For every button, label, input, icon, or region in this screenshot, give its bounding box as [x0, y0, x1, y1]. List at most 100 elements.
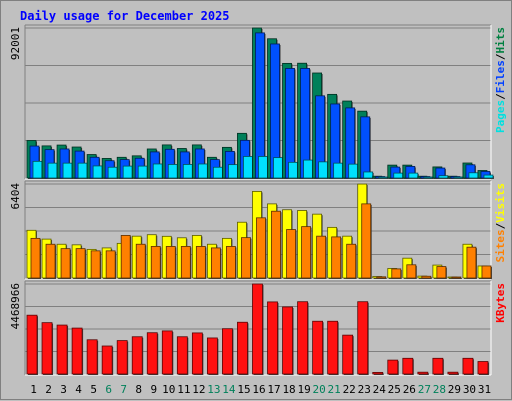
- bar-kbytes: [462, 357, 474, 375]
- bar-pages: [92, 165, 103, 179]
- x-tick-label: 28: [433, 383, 446, 396]
- bar-kbytes: [282, 306, 293, 375]
- bar-shadow-pages: [379, 178, 389, 179]
- bar-kbytes: [447, 371, 459, 375]
- bar-sites: [331, 236, 342, 279]
- bar-kbytes: [206, 337, 218, 375]
- x-tick-label: 20: [313, 383, 326, 396]
- bar-pages: [258, 156, 268, 179]
- bar-sites: [75, 248, 86, 279]
- bar-sites: [195, 246, 206, 279]
- bar-pages: [408, 172, 419, 179]
- bar-kbytes: [327, 320, 339, 375]
- bar-pages: [303, 159, 313, 179]
- bar-pages: [167, 164, 178, 179]
- bar-kbytes: [191, 332, 203, 375]
- bar-kbytes: [402, 357, 414, 375]
- bar-sites: [436, 266, 447, 279]
- bar-pages: [438, 175, 449, 179]
- bar-sites: [421, 275, 432, 279]
- legend-visits-sites: Sites/Visits: [494, 183, 507, 263]
- bar-kbytes: [432, 357, 444, 375]
- bar-sites: [241, 237, 251, 279]
- bar-kbytes: [477, 361, 489, 375]
- x-tick-label: 1: [30, 383, 37, 396]
- bar-files: [285, 68, 295, 179]
- bar-pages: [212, 166, 223, 179]
- bar-pages: [288, 161, 298, 179]
- bar-kbytes: [101, 345, 113, 375]
- bar-pages: [468, 172, 479, 179]
- bar-kbytes: [176, 336, 188, 375]
- y-max-label: 6404: [9, 183, 22, 210]
- bar-sites: [361, 203, 372, 279]
- bar-kbytes: [146, 332, 158, 375]
- x-tick-label: 5: [90, 383, 97, 396]
- bar-kbytes: [267, 301, 278, 375]
- bar-sites: [105, 250, 116, 279]
- bar-pages: [107, 166, 118, 179]
- bar-sites: [150, 246, 161, 279]
- bar-kbytes: [312, 320, 324, 375]
- bar-kbytes: [342, 334, 354, 375]
- legend-hits-files-pages: Pages/Files/Hits: [494, 27, 507, 133]
- bar-sites: [286, 229, 296, 279]
- x-tick-label: 29: [448, 383, 461, 396]
- x-tick-label: 22: [343, 383, 356, 396]
- bar-kbytes: [131, 336, 143, 375]
- bar-files: [360, 116, 371, 179]
- bar-sites: [316, 235, 327, 279]
- bar-sites: [346, 243, 357, 279]
- bar-pages: [62, 162, 73, 179]
- bar-pages: [363, 171, 374, 179]
- x-tick-label: 27: [418, 383, 431, 396]
- bar-kbytes: [417, 371, 429, 375]
- bar-kbytes: [56, 324, 68, 375]
- bar-pages: [453, 176, 464, 179]
- x-tick-label: 30: [463, 383, 476, 396]
- x-tick-label: 12: [192, 383, 205, 396]
- bar-sites: [406, 264, 417, 279]
- x-tick-label: 8: [135, 383, 142, 396]
- bar-sites: [391, 268, 402, 279]
- x-tick-label: 18: [282, 383, 295, 396]
- x-tick-label: 2: [45, 383, 52, 396]
- x-tick-label: 14: [222, 383, 236, 396]
- x-tick-label: 16: [252, 383, 265, 396]
- bar-sites: [466, 246, 477, 279]
- bar-sites: [271, 210, 281, 279]
- x-tick-label: 9: [150, 383, 157, 396]
- bar-pages: [273, 157, 283, 179]
- bar-kbytes: [297, 301, 308, 375]
- bar-pages: [32, 160, 43, 179]
- bar-shadow-sites: [377, 277, 387, 279]
- bar-pages: [318, 161, 329, 179]
- legend-item-sites: Sites: [494, 229, 507, 262]
- bar-shadow-pages: [454, 178, 464, 179]
- bar-kbytes: [41, 322, 53, 375]
- y-max-label: 92001: [9, 27, 22, 60]
- bar-kbytes: [357, 301, 369, 375]
- bar-pages: [182, 164, 193, 179]
- x-tick-label: 3: [60, 383, 67, 396]
- bar-sites: [256, 217, 266, 279]
- bar-sites: [165, 246, 176, 279]
- x-tick-label: 26: [403, 383, 416, 396]
- bar-sites: [226, 246, 236, 279]
- bar-pages: [378, 176, 389, 179]
- x-tick-label: 15: [237, 383, 250, 396]
- bar-kbytes: [161, 330, 173, 375]
- x-tick-label: 11: [177, 383, 190, 396]
- bar-pages: [393, 172, 404, 179]
- legend-item-hits: Hits: [494, 27, 507, 54]
- bar-pages: [483, 174, 494, 179]
- bar-sites: [30, 237, 41, 279]
- bar-kbytes: [252, 283, 263, 375]
- bar-sites: [135, 243, 146, 279]
- x-tick-label: 6: [105, 383, 112, 396]
- bar-pages: [152, 163, 163, 179]
- bar-kbytes: [222, 328, 233, 375]
- legend-separator: /: [494, 93, 507, 100]
